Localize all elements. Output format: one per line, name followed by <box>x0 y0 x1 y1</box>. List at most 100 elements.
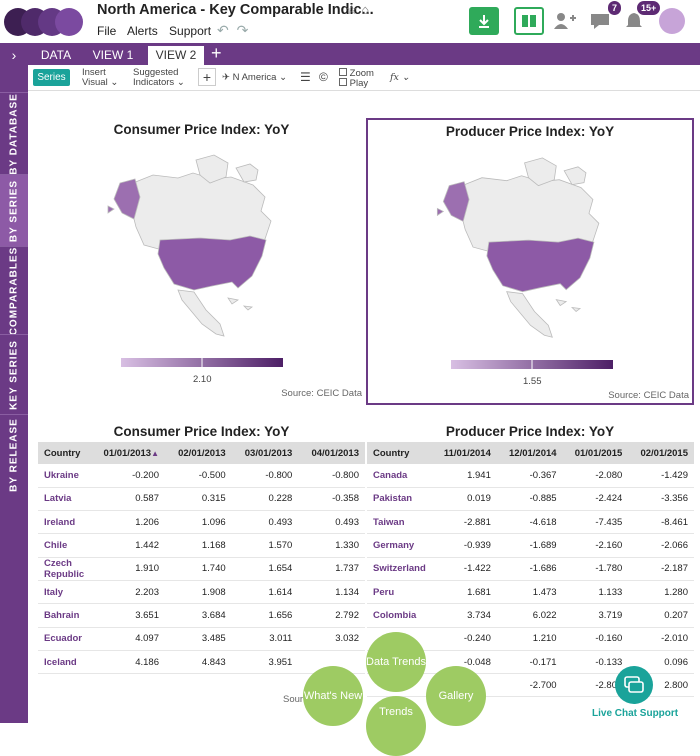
table-row[interactable]: Latvia 0.587 0.315 0.228 -0.358 <box>38 487 365 512</box>
gallery-bubble[interactable]: Gallery <box>426 666 486 726</box>
table-row[interactable]: Switzerland -1.422 -1.686 -1.780 -2.187 <box>367 557 694 581</box>
table-row[interactable]: Peru 1.681 1.473 1.133 1.280 <box>367 580 694 605</box>
chat-icon[interactable] <box>588 9 612 33</box>
redo-icon[interactable]: ↷ <box>236 22 249 38</box>
region-selector[interactable]: ✈ N America ⌄ <box>222 72 288 83</box>
document-title[interactable]: North America - Key Comparable Indic... <box>97 2 374 18</box>
nav-key-series[interactable]: KEY SERIES <box>0 334 28 414</box>
country-cell[interactable]: Latvia <box>38 487 98 512</box>
map-legend-bar <box>451 360 613 369</box>
list-icon[interactable]: ☰ <box>300 70 311 84</box>
value-cell: 3.734 <box>431 603 497 628</box>
country-cell[interactable]: Switzerland <box>367 557 432 581</box>
table-row[interactable]: Iceland 4.186 4.843 3.951 <box>38 650 365 675</box>
copyright-icon[interactable]: © <box>319 70 328 84</box>
country-cell[interactable]: Italy <box>38 580 98 605</box>
value-cell: 1.737 <box>298 557 365 581</box>
notifications-badge: 7 <box>608 1 622 15</box>
country-cell[interactable]: Germany <box>367 533 432 558</box>
tab-data[interactable]: DATA <box>40 48 72 62</box>
suggested-indicators-button[interactable]: Suggested Indicators ⌄ <box>133 67 185 88</box>
tag-icon[interactable]: ⌂ <box>361 2 370 17</box>
country-cell[interactable]: Pakistan <box>367 487 432 512</box>
value-cell: 0.493 <box>298 510 365 535</box>
table-row[interactable]: Pakistan 0.019 -0.885 -2.424 -3.356 <box>367 487 694 512</box>
country-cell[interactable]: Bahrain <box>38 603 98 628</box>
nav-by-release[interactable]: BY RELEASE <box>0 414 28 494</box>
user-avatar[interactable] <box>659 8 685 34</box>
fx-button[interactable]: fx ⌄ <box>390 72 410 83</box>
add-tab-icon[interactable]: + <box>211 43 222 63</box>
live-chat-button[interactable] <box>615 666 653 704</box>
column-header[interactable]: 02/01/2015 <box>628 442 694 464</box>
crosshair-icon[interactable]: + <box>198 68 216 86</box>
table-row[interactable]: Italy 2.203 1.908 1.614 1.134 <box>38 580 365 605</box>
country-cell[interactable]: Ecuador <box>38 627 98 651</box>
value-cell: -1.780 <box>562 557 629 581</box>
whats-new-bubble[interactable]: What's New <box>303 666 363 726</box>
table-row[interactable]: Canada 1.941 -0.367 -2.080 -1.429 <box>367 464 694 488</box>
add-user-icon[interactable] <box>552 9 576 33</box>
country-cell[interactable]: Taiwan <box>367 510 432 535</box>
tab-view-2[interactable]: VIEW 2 <box>148 46 204 65</box>
menu-file[interactable]: File <box>97 24 117 38</box>
insights-button[interactable] <box>514 7 544 35</box>
value-cell: 0.207 <box>628 603 694 628</box>
column-header[interactable]: 01/01/2013▲ <box>98 442 165 464</box>
value-cell: 2.203 <box>98 580 165 605</box>
nav-comparables[interactable]: COMPARABLES <box>0 246 28 335</box>
table-row[interactable]: Chile 1.442 1.168 1.570 1.330 <box>38 533 365 558</box>
star-icon[interactable]: ☆ <box>346 2 358 17</box>
series-button[interactable]: Series <box>33 69 70 86</box>
country-cell[interactable]: Ireland <box>38 510 98 535</box>
cpi-table: Country 01/01/2013▲ 02/01/2013 03/01/201… <box>38 442 365 675</box>
column-header[interactable]: 12/01/2014 <box>496 442 563 464</box>
menu-alerts[interactable]: Alerts <box>127 24 158 38</box>
column-header[interactable]: Country <box>38 442 98 464</box>
country-cell[interactable]: Iceland <box>38 650 98 675</box>
tab-view-1[interactable]: VIEW 1 <box>92 48 134 62</box>
country-cell[interactable]: Canada <box>367 464 432 488</box>
value-cell: 1.910 <box>98 557 165 581</box>
bell-icon[interactable] <box>622 9 646 33</box>
table-row[interactable]: Bahrain 3.651 3.684 1.656 2.792 <box>38 603 365 628</box>
map-card-cpi[interactable]: Consumer Price Index: YoY 2.10 Source: C… <box>38 118 365 405</box>
zoom-checkbox[interactable]: Zoom <box>339 68 374 79</box>
map-title: Producer Price Index: YoY <box>445 124 615 139</box>
table-row[interactable]: Ukraine -0.200 -0.500 -0.800 -0.800 <box>38 464 365 488</box>
table-row[interactable]: Ecuador 4.097 3.485 3.011 3.032 <box>38 627 365 651</box>
column-header[interactable]: 01/01/2015 <box>562 442 629 464</box>
column-header[interactable]: 03/01/2013 <box>231 442 299 464</box>
play-checkbox[interactable]: Play <box>339 78 368 89</box>
table-row[interactable]: Ireland 1.206 1.096 0.493 0.493 <box>38 510 365 535</box>
insert-visual-button[interactable]: Insert Visual ⌄ <box>82 67 119 88</box>
country-cell[interactable]: Czech Republic <box>38 557 98 581</box>
trends-bubble[interactable]: Trends <box>366 696 426 756</box>
value-cell: 0.315 <box>165 487 232 512</box>
data-trends-bubble[interactable]: Data Trends <box>366 632 426 692</box>
download-button[interactable] <box>469 7 499 35</box>
table-row[interactable]: Germany -0.939 -1.689 -2.160 -2.066 <box>367 533 694 558</box>
chevron-down-icon: ⌄ <box>110 77 119 88</box>
column-header[interactable]: 04/01/2013 <box>298 442 365 464</box>
country-cell[interactable]: Peru <box>367 580 432 605</box>
map-card-ppi[interactable]: Producer Price Index: YoY 1.55 Source: C… <box>366 118 694 405</box>
north-america-map <box>436 157 600 338</box>
live-chat-label[interactable]: Live Chat Support <box>592 708 679 719</box>
table-row[interactable]: Taiwan -2.881 -4.618 -7.435 -8.461 <box>367 510 694 535</box>
nav-by-database[interactable]: BY DATABASE <box>0 92 28 174</box>
table-row[interactable]: Colombia 3.734 6.022 3.719 0.207 <box>367 603 694 628</box>
column-header[interactable]: 02/01/2013 <box>165 442 232 464</box>
column-header[interactable]: Country <box>367 442 432 464</box>
ceic-logo[interactable] <box>4 8 84 36</box>
expand-chevron-icon[interactable]: › <box>11 47 17 63</box>
nav-by-series[interactable]: BY SERIES <box>0 174 28 246</box>
column-header[interactable]: 11/01/2014 <box>431 442 497 464</box>
table-row[interactable]: Czech Republic 1.910 1.740 1.654 1.737 <box>38 557 365 581</box>
country-cell[interactable]: Chile <box>38 533 98 558</box>
country-cell[interactable]: Colombia <box>367 603 432 628</box>
value-cell: -0.367 <box>496 464 563 488</box>
menu-support[interactable]: Support <box>169 24 212 38</box>
undo-icon[interactable]: ↶ <box>217 22 229 38</box>
country-cell[interactable]: Ukraine <box>38 464 98 488</box>
